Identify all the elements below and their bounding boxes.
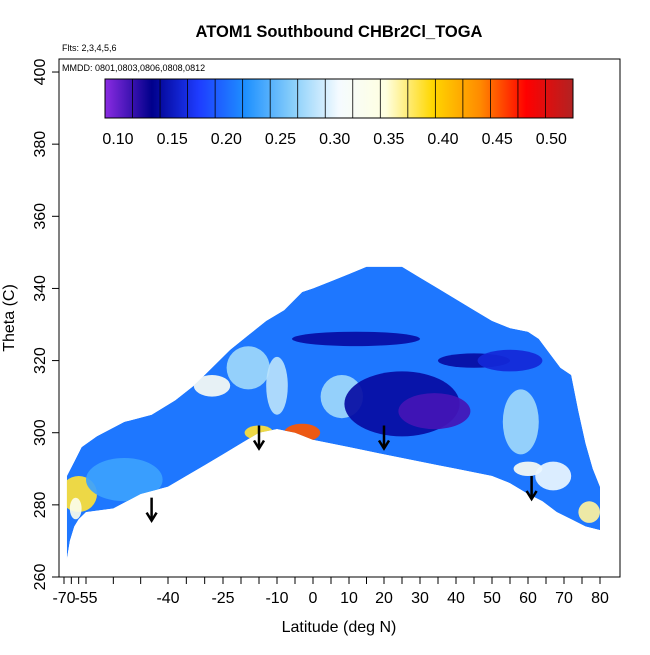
- x-tick-label: 40: [447, 590, 465, 607]
- heatmap-fill-group: [66, 266, 600, 559]
- heatmap-blob-3: [179, 320, 231, 343]
- heatmap-blob-1: [69, 497, 82, 520]
- heatmap-blob-7: [284, 423, 321, 442]
- colorbar: 0.10 0.15 0.20 0.25 0.30 0.35 0.40 0.45 0.50: [102, 78, 574, 148]
- x-tick-label: -70: [52, 590, 75, 607]
- flights-note: Flts: 2,3,4,5,6: [62, 43, 117, 53]
- heatmap-layer: [66, 266, 600, 559]
- y-axis-label: Theta (C): [1, 284, 18, 352]
- y-tick-label: 360: [32, 203, 49, 230]
- x-tick-label: -55: [74, 590, 97, 607]
- heatmap-blob-8: [266, 356, 288, 415]
- heatmap-blob-5: [226, 346, 270, 390]
- x-axis: -70-55 -40 -25 -10 0 10 20 30 40 50 60 70 80: [52, 577, 609, 607]
- x-tick-label: 0: [309, 590, 318, 607]
- plot-frame: [58, 58, 621, 578]
- colorbar-tick-label: 0.25: [265, 131, 296, 148]
- heatmap-blob-17: [535, 461, 572, 491]
- dates-note: MMDD: 0801,0803,0806,0808,0812: [62, 63, 205, 73]
- colorbar-tick-label: 0.20: [211, 131, 242, 148]
- x-tick-label: 30: [411, 590, 429, 607]
- y-tick-label: 340: [32, 275, 49, 302]
- x-tick-label: 20: [375, 590, 393, 607]
- altitude-arrow-2: [377, 425, 391, 451]
- x-tick-label: -10: [265, 590, 288, 607]
- colorbar-tick-label: 0.15: [157, 131, 188, 148]
- colorbar-tick-label: 0.35: [373, 131, 404, 148]
- x-axis-label: Latitude (deg N): [282, 619, 397, 636]
- x-tick-label: 50: [483, 590, 501, 607]
- heatmap-blob-12: [398, 393, 471, 430]
- y-tick-label: 300: [32, 419, 49, 446]
- x-tick-label: 80: [591, 590, 609, 607]
- heatmap-blob-2: [86, 458, 163, 502]
- colorbar-gradient: [104, 78, 574, 119]
- heatmap-blob-16: [513, 461, 543, 476]
- y-tick-label: 320: [32, 347, 49, 374]
- heatmap-blob-15: [502, 389, 539, 455]
- colorbar-tick-label: 0.50: [536, 131, 567, 148]
- x-tick-label: -40: [156, 590, 179, 607]
- heatmap-blob-10: [292, 331, 420, 347]
- colorbar-tick-label: 0.40: [427, 131, 458, 148]
- colorbar-tick-label: 0.45: [482, 131, 513, 148]
- y-tick-label: 400: [32, 59, 49, 86]
- heatmap-blob-4: [193, 375, 231, 397]
- heatmap-blob-14: [477, 349, 543, 372]
- chart-title: ATOM1 Southbound CHBr2Cl_TOGA: [196, 23, 483, 41]
- y-axis: 260 280 300 320 340 360 380 400: [32, 59, 59, 591]
- y-tick-label: 380: [32, 131, 49, 158]
- x-tick-label: 60: [519, 590, 537, 607]
- y-tick-label: 280: [32, 491, 49, 518]
- y-tick-label: 260: [32, 564, 49, 591]
- x-tick-label: 10: [340, 590, 358, 607]
- altitude-arrow-0: [145, 497, 158, 524]
- x-tick-label: -25: [211, 590, 234, 607]
- heatmap-blob-18: [578, 501, 600, 523]
- altitude-arrow-1: [252, 425, 266, 451]
- colorbar-tick-label: 0.30: [319, 131, 350, 148]
- colorbar-tick-label: 0.10: [102, 131, 133, 148]
- altitude-arrow-3: [525, 476, 538, 502]
- x-tick-label: 70: [555, 590, 573, 607]
